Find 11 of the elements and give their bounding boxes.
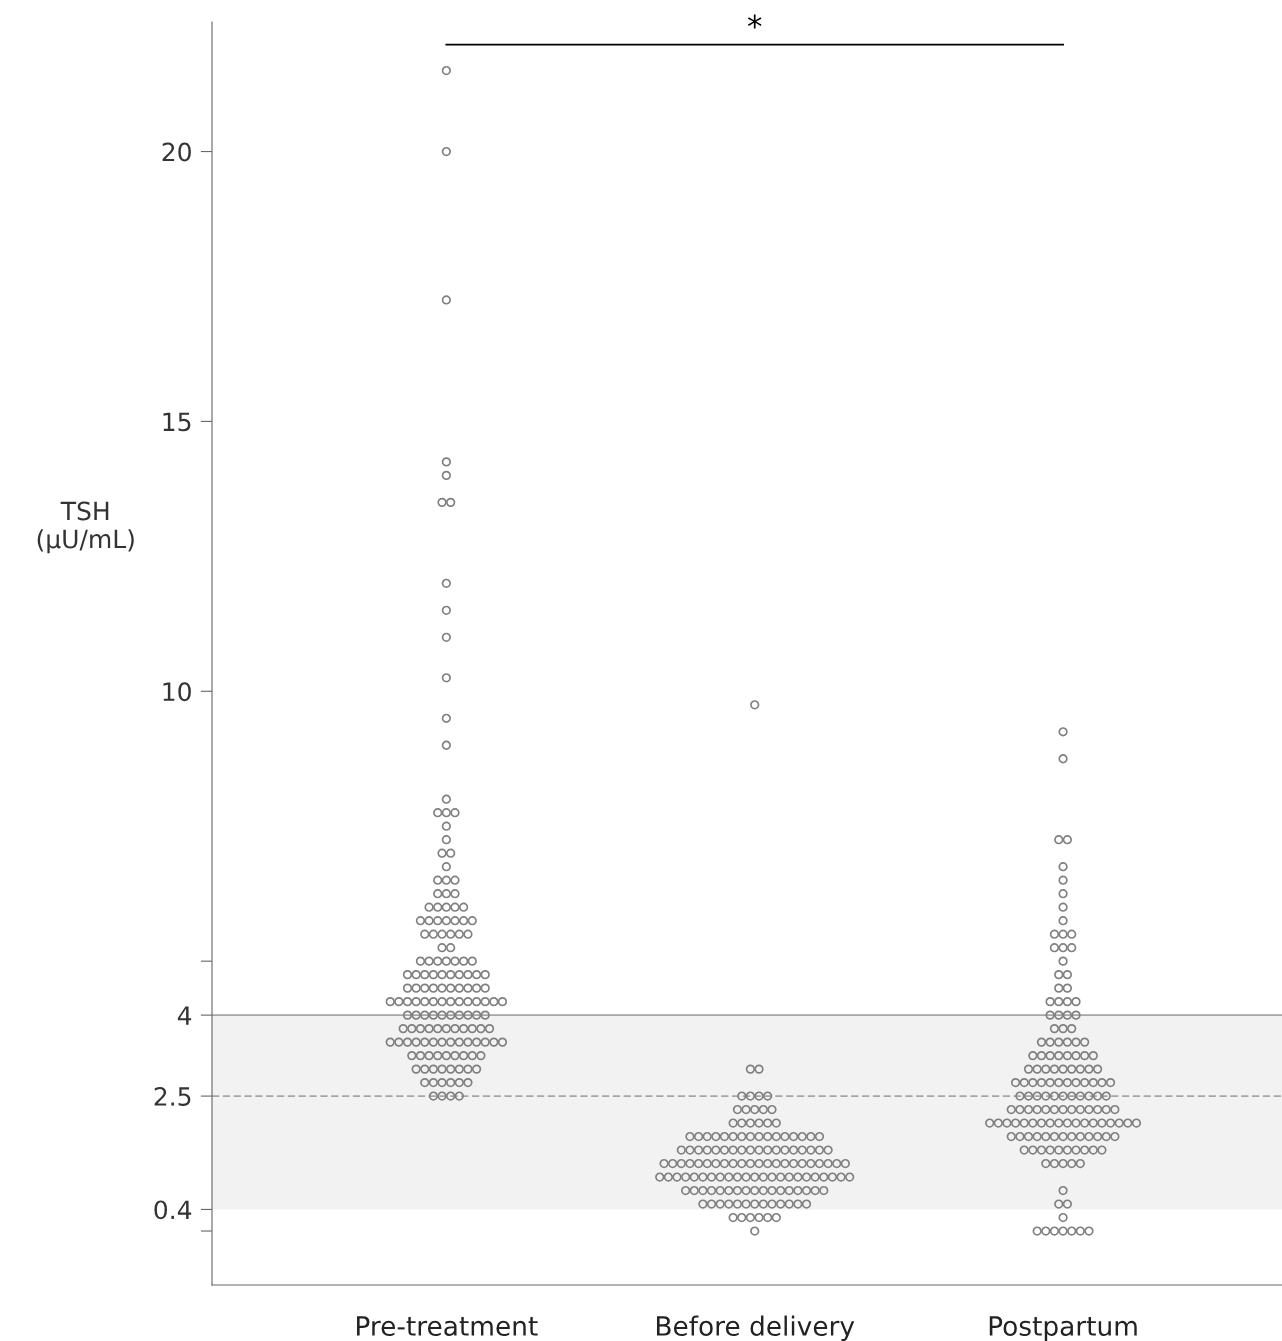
y-tick-label: 0.4 — [154, 1200, 192, 1220]
x-tick-label: Pre-treatment — [357, 1316, 538, 1336]
annotation: * — [747, 14, 762, 29]
y-tick-label: 10 — [163, 682, 191, 702]
y-tick-label: 15 — [163, 412, 191, 432]
y-tick-label: 20 — [162, 142, 191, 162]
x-tick-label: Before delivery — [656, 1315, 855, 1341]
y-axis-title: TSH (µU/mL) — [37, 501, 134, 554]
y-tick-label: 4 — [177, 1006, 192, 1025]
x-tick-label: Postpartum — [989, 1316, 1137, 1341]
y-tick-label: 2.5 — [154, 1087, 191, 1106]
